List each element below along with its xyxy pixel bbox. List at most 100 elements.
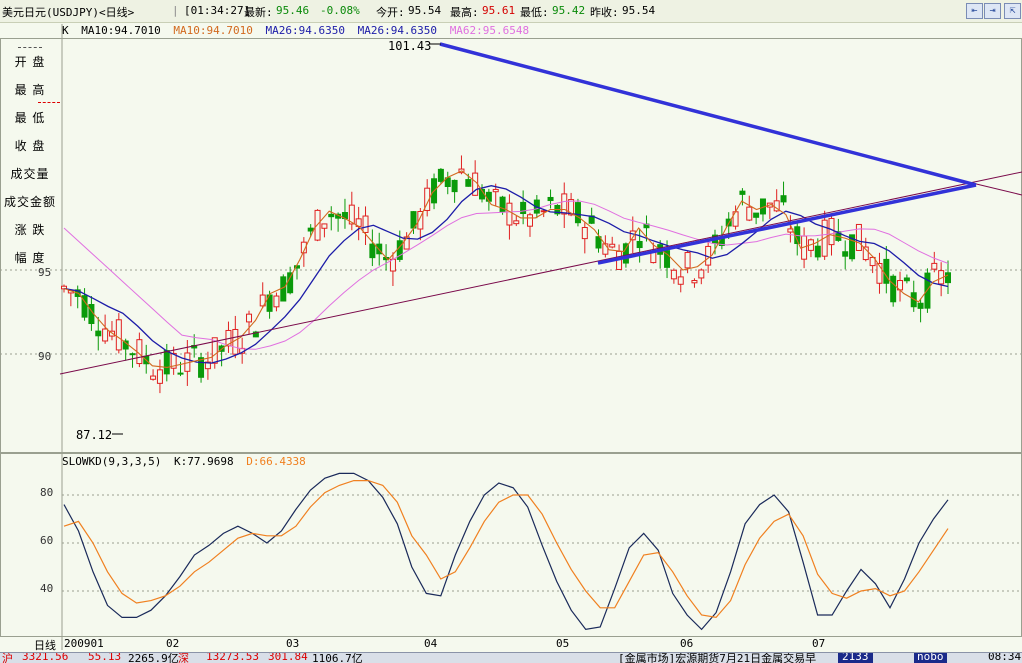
- sh-index-value: 3321.56: [22, 652, 69, 663]
- candle-body: [903, 277, 910, 282]
- candle-body: [917, 302, 924, 309]
- kd-k-line: [63, 472, 949, 631]
- candle-body: [876, 263, 883, 284]
- kd-k-value: K:77.9698: [173, 455, 234, 468]
- k-label: K: [62, 24, 69, 37]
- candle-body: [170, 352, 177, 369]
- candle-body: [389, 258, 396, 272]
- candle-body: [622, 243, 629, 264]
- candle-body: [485, 191, 492, 202]
- candle-body: [451, 179, 458, 193]
- date-label-06: 06: [680, 637, 694, 650]
- candle-body: [417, 211, 424, 230]
- kd-legend: SLOWKD(9,3,3,5) K:77.9698 D:66.4338: [62, 455, 312, 468]
- price-axis-95: 95: [38, 266, 52, 279]
- menu-close[interactable]: 收 盘: [14, 139, 46, 153]
- candle-body: [403, 236, 410, 250]
- candle-body: [499, 196, 506, 213]
- candle-body: [828, 217, 835, 246]
- candle-body: [252, 331, 259, 338]
- change-percent: -0.08%: [320, 4, 360, 17]
- candle-body: [95, 330, 102, 337]
- menu-volume[interactable]: 成交量: [10, 167, 50, 181]
- candle-body: [211, 337, 218, 364]
- date-label-07: 07: [812, 637, 826, 650]
- date-label-04: 04: [424, 637, 438, 650]
- sz-index-amount: 1106.7亿: [312, 652, 363, 663]
- candle-body: [300, 241, 307, 254]
- sz-index-label: 深: [178, 652, 189, 663]
- candle-body: [204, 361, 211, 370]
- support-trendline: [59, 171, 1022, 375]
- candle-body: [513, 220, 520, 225]
- menu-turnover[interactable]: 成交金额: [3, 195, 56, 209]
- ma10-line: [63, 170, 949, 368]
- next-symbol-button[interactable]: ⇥: [984, 3, 1001, 19]
- ma10-value-colored: MA10:94.7010: [173, 24, 253, 37]
- lower-triangle-line: [597, 183, 977, 265]
- candle-body: [465, 179, 472, 187]
- quote-time: [01:34:27]: [184, 4, 251, 17]
- date-label-200901: 200901: [64, 637, 104, 650]
- news-ticker[interactable]: [金属市场]宏源期货7月21日金属交易早: [618, 652, 817, 663]
- sh-index-label: 沪: [2, 652, 13, 663]
- candle-body: [773, 200, 780, 212]
- price-axis-90: 90: [38, 350, 52, 363]
- clock: 08:34: [988, 652, 1022, 663]
- date-label-05: 05: [556, 637, 570, 650]
- prev-symbol-button[interactable]: ⇤: [966, 3, 983, 19]
- period-label[interactable]: 日线: [34, 639, 56, 652]
- candle-body: [849, 234, 856, 260]
- message-badge[interactable]: 2133: [838, 653, 873, 663]
- candle-body: [629, 230, 636, 241]
- candle-body: [287, 272, 294, 294]
- separator: |: [172, 4, 179, 17]
- sz-index-value: 13273.53: [206, 652, 259, 663]
- candle-body: [369, 243, 376, 259]
- price-panel-frame: [0, 38, 1022, 453]
- candle-body: [677, 276, 684, 285]
- ma62-value: MA62:95.6548: [449, 24, 530, 37]
- prev-close-price: 95.54: [622, 4, 656, 17]
- open-label: 今开:: [376, 6, 405, 19]
- ma10-value: MA10:94.7010: [81, 24, 161, 37]
- kd-axis-80: 80: [40, 486, 53, 499]
- candle-body: [437, 168, 444, 182]
- candle-body: [684, 252, 691, 269]
- candle-body: [163, 350, 170, 375]
- restore-window-button[interactable]: ⇱: [1004, 3, 1021, 19]
- candle-body: [177, 372, 184, 375]
- symbol-title: 美元日元(USDJPY)<日线>: [2, 6, 135, 19]
- candle-body: [746, 206, 753, 221]
- candle-body: [547, 196, 554, 202]
- candle-body: [670, 269, 677, 280]
- kd-axis-40: 40: [40, 582, 53, 595]
- ma-legend: K MA10:94.7010 MA10:94.7010 MA26:94.6350…: [62, 24, 535, 38]
- candle-body: [198, 357, 205, 378]
- extension-trendline: [967, 181, 1022, 196]
- status-bar: 沪 3321.56 55.13 2265.9亿 深 13273.53 301.8…: [0, 652, 1022, 663]
- menu-change[interactable]: 涨 跌: [14, 223, 46, 237]
- candle-body: [842, 251, 849, 257]
- candle-body: [150, 375, 157, 380]
- candle-body: [246, 313, 253, 323]
- open-price: 95.54: [408, 4, 442, 17]
- prev-close-label: 昨收:: [590, 6, 619, 19]
- candle-body: [362, 215, 369, 233]
- candle-body: [862, 246, 869, 261]
- menu-open[interactable]: 开 盘: [14, 55, 46, 69]
- low-label: 最低:: [520, 6, 549, 19]
- price-marker-dash: [38, 102, 60, 103]
- high-label: 最高:: [450, 6, 479, 19]
- menu-high[interactable]: 最 高: [14, 83, 46, 97]
- menu-amplitude[interactable]: 幅 度: [14, 251, 46, 265]
- candle-body: [102, 328, 109, 342]
- date-axis: 日线 200901 02 03 04 05 06 07: [0, 637, 1022, 652]
- menu-low[interactable]: 最 低: [14, 111, 46, 125]
- kd-axis-60: 60: [40, 534, 53, 547]
- latest-price: 95.46: [276, 4, 310, 17]
- date-label-02: 02: [166, 637, 180, 650]
- candle-body: [348, 204, 355, 225]
- candle-body: [115, 319, 122, 351]
